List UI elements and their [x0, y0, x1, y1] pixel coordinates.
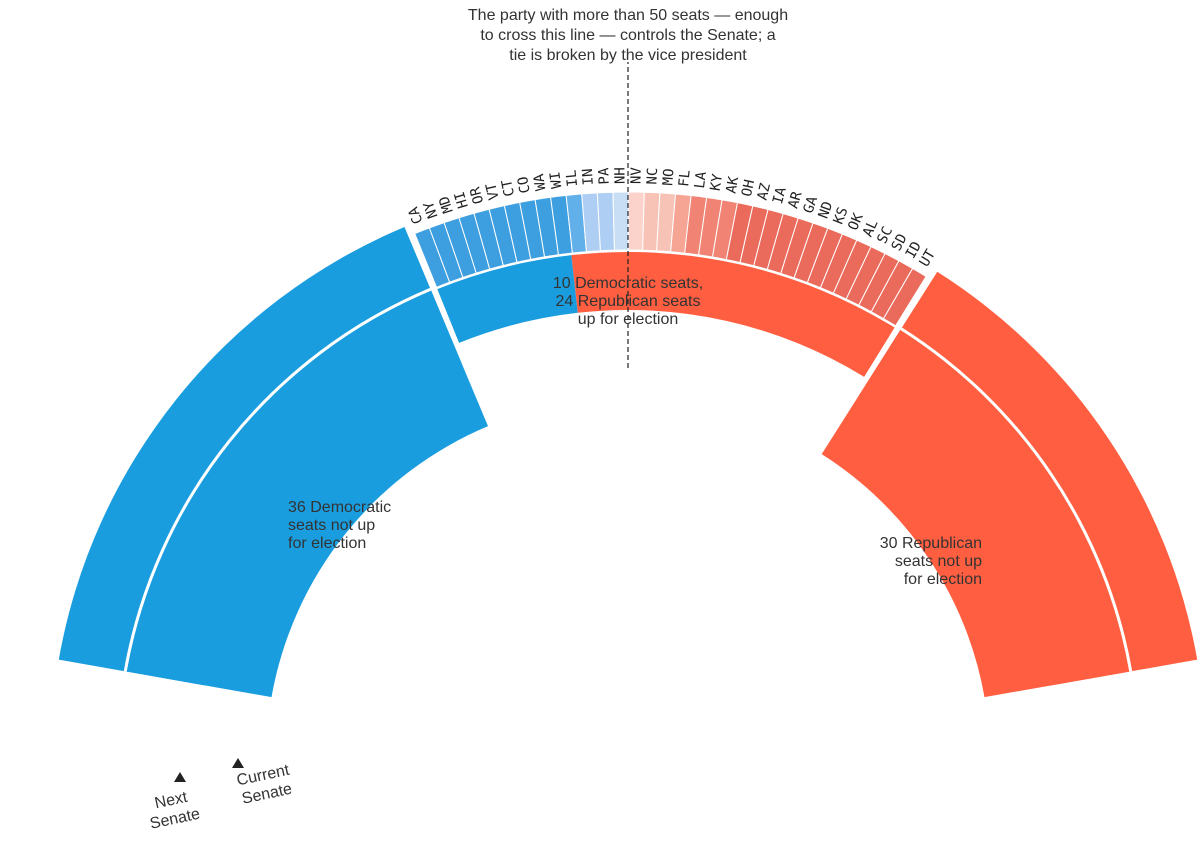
state-label-ia: IA	[770, 185, 790, 206]
state-label-il: IL	[564, 169, 582, 187]
state-label-sc: SC	[874, 224, 896, 246]
state-label-ok: OK	[845, 210, 867, 232]
state-label-ca: CA	[405, 204, 426, 226]
state-label-wa: WA	[531, 172, 549, 192]
state-label-ny: NY	[421, 199, 442, 221]
next-senate-pointer-icon	[174, 772, 186, 782]
next-senate-label: NextSenate	[144, 787, 201, 833]
state-label-vt: VT	[483, 181, 503, 202]
state-seat-pa	[596, 191, 616, 252]
state-label-nc: NC	[644, 167, 661, 185]
state-label-fl: FL	[676, 169, 694, 187]
state-label-ga: GA	[801, 194, 822, 216]
state-label-ks: KS	[831, 205, 852, 227]
current-rep-up-arc	[571, 252, 895, 377]
state-label-md: MD	[436, 194, 456, 215]
state-label-nh: NH	[612, 167, 628, 184]
state-label-az: AZ	[755, 182, 774, 202]
state-label-pa: PA	[596, 167, 613, 185]
state-label-nv: NV	[629, 167, 645, 185]
state-label-hi: HI	[452, 189, 472, 210]
state-seat-nh	[612, 191, 630, 251]
state-seat-nv	[628, 191, 645, 251]
state-label-or: OR	[467, 185, 487, 206]
state-label-ut: UT	[917, 246, 940, 269]
state-label-mo: MO	[660, 168, 677, 186]
dem-not-up-label: 36 Democratic seats not up for election	[288, 499, 391, 552]
state-label-id: ID	[903, 239, 925, 262]
state-label-ar: AR	[785, 189, 805, 210]
next-dem-not-up-arc	[58, 226, 462, 686]
annotation-layer: The party with more than 50 seats — enou…	[144, 7, 982, 833]
current-senate-pointer-icon	[232, 758, 244, 768]
state-label-al: AL	[860, 217, 882, 239]
rep-not-up-label: 30 Republican seats not up for election	[880, 535, 982, 588]
state-label-ky: KY	[708, 172, 726, 192]
state-label-nd: ND	[816, 199, 837, 220]
majority-note: The party with more than 50 seats — enou…	[468, 7, 788, 64]
state-label-ak: AK	[723, 175, 742, 195]
state-label-oh: OH	[739, 178, 758, 198]
up-for-election-label: 10 Democratic seats, 24 Republican seats u…	[553, 275, 703, 328]
next-rep-not-up-arc	[858, 271, 1198, 686]
state-label-wi: WI	[547, 171, 565, 190]
state-label-sd: SD	[889, 231, 911, 253]
state-label-co: CO	[515, 175, 534, 194]
current-senate-label: CurrentSenate	[235, 762, 295, 808]
state-label-ct: CT	[499, 177, 518, 197]
state-seat-ut	[882, 267, 927, 327]
current-dem-up-arc	[437, 255, 578, 343]
arc-layer	[58, 191, 1198, 698]
state-label-in: IN	[580, 168, 597, 186]
state-label-la: LA	[692, 170, 710, 189]
